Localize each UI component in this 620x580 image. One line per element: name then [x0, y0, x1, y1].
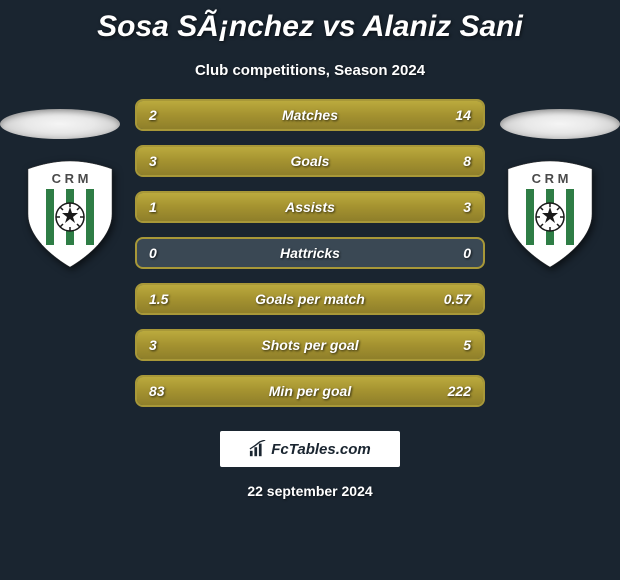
- player-photo-left: [0, 109, 120, 139]
- stat-row: 3 8 Goals: [135, 145, 485, 177]
- player-photo-right: [500, 109, 620, 139]
- stat-label: Goals per match: [255, 291, 365, 307]
- stat-label: Assists: [285, 199, 335, 215]
- subtitle: Club competitions, Season 2024: [0, 62, 620, 79]
- stats-list: 2 14 Matches 3 8 Goals 1 3 Assists 0 0 Hattricks 1.5…: [135, 99, 485, 407]
- stat-value-right: 8: [463, 153, 471, 169]
- stat-value-left: 2: [149, 107, 157, 123]
- stat-value-right: 3: [463, 199, 471, 215]
- source-logo: FcTables.com: [220, 431, 400, 467]
- date-text: 22 september 2024: [0, 483, 620, 499]
- stat-row: 83 222 Min per goal: [135, 375, 485, 407]
- crest-letters: C R M: [52, 171, 89, 186]
- stat-value-left: 3: [149, 337, 157, 353]
- stat-bar-right: [230, 147, 483, 175]
- stat-row: 1 3 Assists: [135, 191, 485, 223]
- stat-value-right: 222: [448, 383, 471, 399]
- stat-label: Hattricks: [280, 245, 340, 261]
- stat-value-left: 1.5: [149, 291, 168, 307]
- shield-icon: C R M: [20, 159, 120, 269]
- stat-value-right: 5: [463, 337, 471, 353]
- shield-icon: C R M: [500, 159, 600, 269]
- club-crest-left: C R M: [20, 159, 120, 269]
- stat-value-right: 0.57: [444, 291, 471, 307]
- stat-label: Shots per goal: [261, 337, 358, 353]
- stat-value-left: 3: [149, 153, 157, 169]
- chart-icon: [249, 440, 267, 458]
- page-title: Sosa SÃ¡nchez vs Alaniz Sani: [0, 0, 620, 44]
- stat-row: 1.5 0.57 Goals per match: [135, 283, 485, 315]
- stat-value-left: 1: [149, 199, 157, 215]
- stat-value-right: 14: [455, 107, 471, 123]
- stat-label: Goals: [291, 153, 330, 169]
- stat-row: 0 0 Hattricks: [135, 237, 485, 269]
- stat-bar-left: [137, 101, 180, 129]
- stat-label: Matches: [282, 107, 338, 123]
- stat-value-left: 0: [149, 245, 157, 261]
- stat-label: Min per goal: [269, 383, 351, 399]
- stat-value-left: 83: [149, 383, 165, 399]
- main-container: C R M C R M: [0, 99, 620, 407]
- stat-bar-right: [224, 193, 484, 221]
- logo-text: FcTables.com: [271, 441, 370, 458]
- stat-row: 3 5 Shots per goal: [135, 329, 485, 361]
- crest-letters: C R M: [532, 171, 569, 186]
- stat-value-right: 0: [463, 245, 471, 261]
- club-crest-right: C R M: [500, 159, 600, 269]
- stat-row: 2 14 Matches: [135, 99, 485, 131]
